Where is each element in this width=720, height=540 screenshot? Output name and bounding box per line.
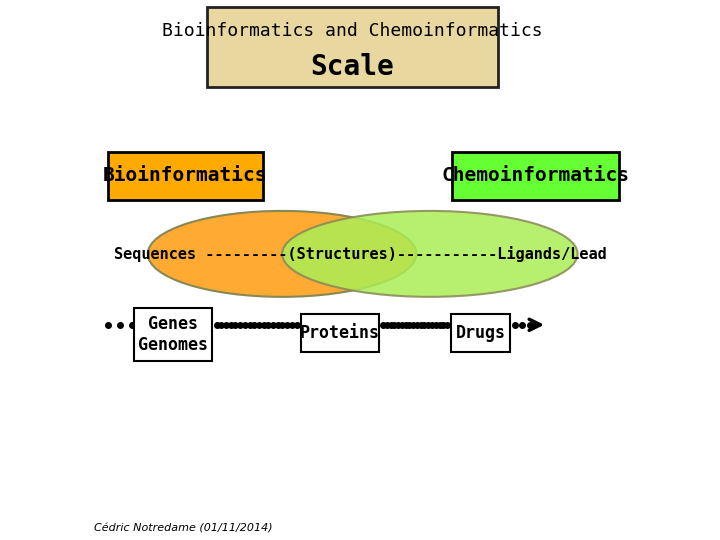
Text: Scale: Scale — [310, 53, 395, 81]
FancyBboxPatch shape — [207, 7, 498, 87]
Text: Cédric Notredame (01/11/2014): Cédric Notredame (01/11/2014) — [94, 523, 273, 533]
Ellipse shape — [282, 211, 577, 297]
Text: Bioinformatics and Chemoinformatics: Bioinformatics and Chemoinformatics — [162, 22, 543, 40]
Text: Chemoinformatics: Chemoinformatics — [441, 166, 630, 185]
Text: Bioinformatics: Bioinformatics — [103, 166, 268, 185]
Text: Sequences ---------(Structures)-----------Ligands/Lead: Sequences ---------(Structures)---------… — [114, 246, 606, 262]
FancyBboxPatch shape — [135, 308, 212, 361]
FancyBboxPatch shape — [452, 152, 619, 200]
Text: Proteins: Proteins — [300, 324, 380, 342]
FancyBboxPatch shape — [301, 314, 379, 352]
FancyBboxPatch shape — [107, 152, 264, 200]
FancyBboxPatch shape — [451, 314, 510, 352]
Text: Drugs: Drugs — [456, 324, 506, 342]
Text: Genes
Genomes: Genes Genomes — [138, 315, 208, 354]
Ellipse shape — [148, 211, 416, 297]
